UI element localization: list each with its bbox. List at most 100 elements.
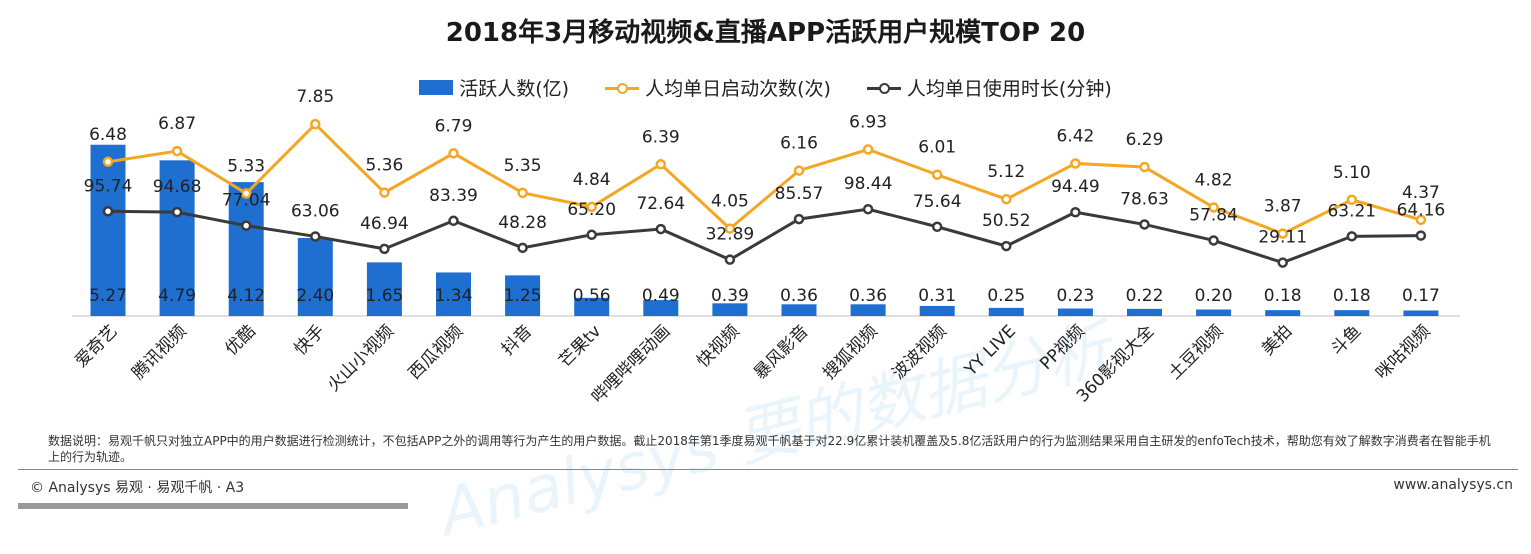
legend-label-usage-time: 人均单日使用时长(分钟) (906, 78, 1112, 100)
data-label-active-users: 0.17 (1402, 286, 1440, 306)
data-label-active-users: 2.40 (296, 286, 334, 306)
point-usage-time (1070, 206, 1081, 218)
data-label-usage-time: 98.44 (844, 174, 893, 194)
legend-label-launches: 人均单日启动次数(次) (645, 78, 831, 100)
x-tick-label: 波波视频 (889, 321, 951, 383)
bar-active-users (574, 297, 610, 316)
data-label-active-users: 0.18 (1264, 286, 1302, 306)
bar-active-users (159, 160, 195, 316)
data-label-launches: 5.36 (365, 156, 403, 176)
footer-divider (18, 469, 1518, 470)
bar-active-users (1196, 309, 1232, 316)
data-label-usage-time: 46.94 (360, 214, 409, 234)
data-label-active-users: 5.27 (89, 286, 127, 306)
bar-active-users (228, 182, 264, 316)
legend-item-usage-time: 人均单日使用时长(分钟) (866, 74, 1112, 101)
x-tick-label: YY LIVE (960, 321, 1019, 380)
data-label-active-users: 0.36 (780, 286, 818, 306)
bar-active-users (297, 238, 333, 316)
point-usage-time (1346, 231, 1358, 242)
x-tick-label: 优酷 (222, 321, 260, 359)
data-label-active-users: 0.49 (642, 286, 680, 306)
data-label-launches: 6.93 (849, 112, 887, 132)
point-launches (448, 148, 459, 159)
point-usage-time (171, 206, 183, 218)
point-launches (102, 156, 114, 168)
data-label-launches: 4.84 (573, 170, 611, 190)
point-usage-time (793, 213, 805, 225)
bar-active-users (781, 304, 817, 316)
data-label-launches: 6.39 (642, 127, 680, 147)
point-launches (724, 223, 736, 234)
point-usage-time (310, 231, 321, 242)
legend-dark-line-swatch (866, 81, 901, 95)
data-label-usage-time: 85.57 (775, 184, 824, 204)
data-label-usage-time: 78.63 (1120, 189, 1169, 209)
x-tick-label: PP视频 (1036, 321, 1089, 374)
footer-copyright: © Analysys 易观 · 易观千帆 · A3 (30, 480, 245, 496)
bar-active-users (1127, 308, 1162, 316)
data-label-usage-time: 63.06 (291, 201, 340, 221)
point-launches (1346, 194, 1358, 205)
point-launches (517, 187, 528, 199)
data-label-active-users: 1.65 (365, 286, 403, 306)
data-label-launches: 5.35 (504, 156, 542, 176)
data-note: 数据说明：易观千帆只对独立APP中的用户数据进行检测统计，不包括APP之外的调用… (48, 434, 1491, 464)
data-label-active-users: 4.79 (158, 286, 196, 306)
x-tick-label: 快视频 (693, 321, 743, 371)
series-line-launches (107, 122, 1422, 236)
point-usage-time (1139, 219, 1150, 230)
point-launches (240, 188, 252, 199)
data-label-launches: 6.87 (158, 114, 196, 134)
data-label-active-users: 1.25 (504, 286, 542, 306)
data-label-active-users: 0.39 (711, 286, 749, 306)
data-label-usage-time: 50.52 (982, 211, 1031, 231)
data-label-launches: 4.82 (1195, 170, 1233, 190)
chart-legend: 活跃人数(亿) 人均单日启动次数(次) 人均单日使用时长(分钟) (0, 74, 1531, 101)
point-usage-time (240, 220, 252, 231)
legend-label-active-users: 活跃人数(亿) (459, 78, 570, 100)
point-launches (655, 159, 667, 170)
data-label-launches: 7.85 (296, 87, 334, 107)
legend-orange-line-swatch (605, 81, 640, 95)
data-label-active-users: 4.12 (227, 286, 265, 306)
bar-active-users (1265, 310, 1301, 316)
point-usage-time (517, 242, 528, 254)
data-label-launches: 6.01 (918, 138, 956, 158)
footer-website: www.analysys.cn (1393, 477, 1513, 493)
data-label-active-users: 0.56 (573, 286, 611, 306)
data-label-launches: 6.48 (89, 125, 127, 145)
point-usage-time (1415, 230, 1427, 241)
data-label-active-users: 0.22 (1126, 286, 1164, 306)
data-label-usage-time: 75.64 (913, 192, 962, 212)
bar-active-users (643, 300, 679, 316)
point-launches (1208, 202, 1219, 213)
x-tick-label: 火山小视频 (324, 321, 398, 395)
bar-active-users (505, 275, 541, 316)
data-label-active-users: 0.18 (1333, 286, 1371, 306)
point-usage-time (1001, 240, 1012, 252)
point-launches (862, 144, 874, 155)
data-label-usage-time: 64.16 (1397, 201, 1446, 221)
point-launches (171, 145, 183, 157)
x-tick-label: 芒果tv (555, 321, 605, 371)
data-label-active-users: 0.36 (849, 286, 887, 306)
data-label-usage-time: 94.49 (1051, 177, 1100, 197)
data-label-launches: 6.29 (1126, 130, 1164, 150)
point-usage-time (1277, 257, 1288, 268)
x-tick-label: 腾讯视频 (128, 321, 190, 383)
legend-bar-swatch (419, 80, 454, 95)
data-label-active-users: 0.23 (1056, 286, 1094, 306)
data-label-usage-time: 48.28 (498, 213, 547, 233)
x-tick-label: 西瓜视频 (405, 321, 467, 383)
bar-active-users (1403, 310, 1439, 316)
point-launches (931, 169, 943, 180)
x-tick-label: 搜狐视频 (819, 321, 881, 383)
bar-active-users (712, 303, 748, 316)
data-label-launches: 5.10 (1333, 163, 1371, 183)
x-tick-label: 斗鱼 (1327, 321, 1365, 359)
point-usage-time (724, 254, 736, 265)
bar-active-users (366, 262, 402, 316)
bar-active-users (988, 307, 1024, 316)
series-line-usage-time (107, 207, 1421, 265)
